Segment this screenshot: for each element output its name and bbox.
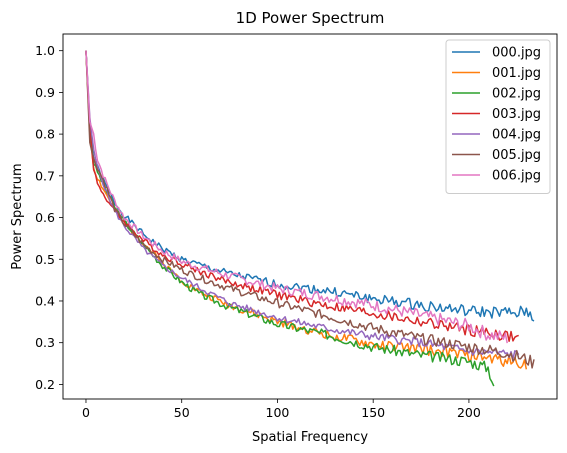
x-tick-label: 200 xyxy=(457,405,481,420)
y-tick-label: 0.2 xyxy=(35,377,55,392)
series-line-003 xyxy=(85,50,519,343)
x-tick-label: 100 xyxy=(266,405,290,420)
series-line-005 xyxy=(85,50,535,369)
x-tick-label: 50 xyxy=(174,405,190,420)
y-tick-label: 1.0 xyxy=(35,43,55,58)
x-axis-label: Spatial Frequency xyxy=(252,430,368,445)
chart-title: 1D Power Spectrum xyxy=(236,9,385,27)
axes-frame xyxy=(62,33,558,400)
y-axis-label: Power Spectrum xyxy=(10,163,25,269)
legend-label: 002.jpg xyxy=(492,87,541,102)
legend: 000.jpg 001.jpg 002.jpg 003.jpg 004.jpg 005.j… xyxy=(445,39,551,194)
y-axis: 0.2 0.3 0.4 0.5 0.6 0.7 0.8 0.9 1.0 xyxy=(35,43,63,392)
y-tick-label: 0.6 xyxy=(35,210,55,225)
y-tick-label: 0.4 xyxy=(35,293,55,308)
legend-label: 003.jpg xyxy=(492,107,541,122)
series-line-006 xyxy=(85,50,508,344)
y-tick-label: 0.3 xyxy=(35,335,55,350)
y-tick-label: 0.7 xyxy=(35,168,55,183)
plot-area xyxy=(62,33,558,400)
series-lines xyxy=(85,50,535,387)
x-tick-label: 150 xyxy=(361,405,385,420)
y-tick-label: 0.8 xyxy=(35,127,55,142)
legend-label: 006.jpg xyxy=(492,169,541,184)
x-tick-label: 0 xyxy=(82,405,90,420)
legend-label: 004.jpg xyxy=(492,128,541,143)
series-line-004 xyxy=(85,50,520,360)
series-line-000 xyxy=(85,50,535,322)
legend-label: 005.jpg xyxy=(492,148,541,163)
y-tick-label: 0.9 xyxy=(35,85,55,100)
legend-label: 001.jpg xyxy=(492,66,541,81)
legend-label: 000.jpg xyxy=(492,46,541,61)
y-tick-label: 0.5 xyxy=(35,252,55,267)
x-axis: 0 50 100 150 200 xyxy=(82,399,481,420)
